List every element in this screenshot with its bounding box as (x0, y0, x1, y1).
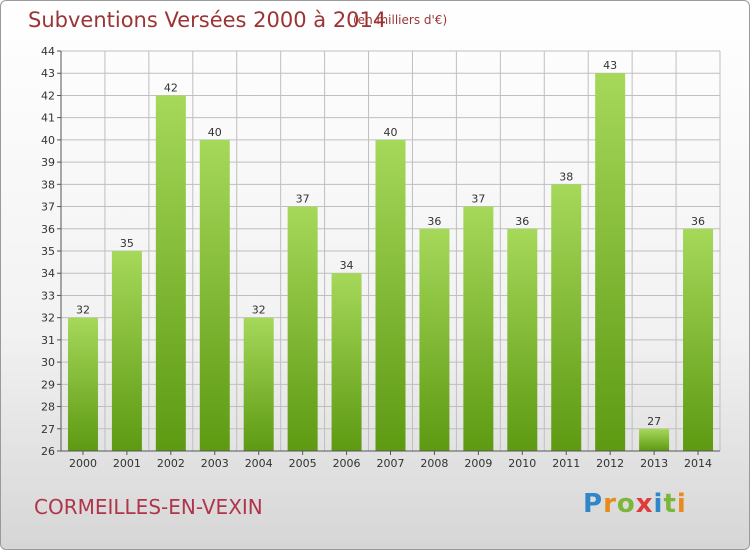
y-tick-label: 43 (41, 67, 55, 80)
bar-2012 (595, 73, 626, 451)
bar-2004 (243, 317, 274, 451)
x-tick-label-2008: 2008 (420, 457, 448, 470)
y-tick-label: 32 (41, 312, 55, 325)
x-tick-label-2012: 2012 (596, 457, 624, 470)
data-label-2000: 32 (76, 304, 90, 317)
y-tick-label: 44 (41, 45, 55, 58)
y-tick-label: 36 (41, 223, 55, 236)
bar-2001 (111, 251, 142, 451)
y-tick-label: 42 (41, 89, 55, 102)
axes: 26 27 28 29 30 31 32 33 34 35 36 37 38 39 40 41 42 43 44 20… (41, 45, 720, 470)
x-tick-label-2001: 2001 (113, 457, 141, 470)
data-label-2011: 38 (559, 170, 573, 183)
x-tick-label-2000: 2000 (69, 457, 97, 470)
y-tick-label: 28 (41, 401, 55, 414)
bar-2014 (683, 228, 714, 451)
x-tick-label-2014: 2014 (684, 457, 712, 470)
y-tick-label: 35 (41, 245, 55, 258)
y-tick-label: 34 (41, 267, 55, 280)
city-name: CORMEILLES-EN-VEXIN (34, 495, 263, 519)
x-tick-label-2002: 2002 (157, 457, 185, 470)
y-tick-label: 31 (41, 334, 55, 347)
bar-2006 (331, 273, 362, 451)
x-tick-label-2009: 2009 (464, 457, 492, 470)
x-tick-label-2006: 2006 (333, 457, 361, 470)
data-labels: 32 35 42 40 32 37 34 40 36 37 36 38 43 27 36 (76, 59, 705, 428)
data-label-2014: 36 (691, 215, 705, 228)
y-tick-label: 26 (41, 445, 55, 458)
y-tick-label: 39 (41, 156, 55, 169)
proxiti-logo: Proxiti (583, 489, 687, 519)
bar-2000 (67, 317, 98, 451)
y-tick-label: 38 (41, 178, 55, 191)
data-label-2012: 43 (603, 59, 617, 72)
x-tick-label-2011: 2011 (552, 457, 580, 470)
data-label-2001: 35 (120, 237, 134, 250)
bar-2013 (639, 428, 670, 451)
y-tick-label: 27 (41, 423, 55, 436)
x-tick-label-2003: 2003 (201, 457, 229, 470)
data-label-2009: 37 (471, 193, 485, 206)
chart-unit: (en milliers d'€) (353, 13, 448, 27)
data-label-2006: 34 (340, 259, 354, 272)
data-label-2002: 42 (164, 81, 178, 94)
bar-2007 (375, 139, 406, 451)
y-tick-label: 37 (41, 201, 55, 214)
bar-2009 (463, 206, 494, 451)
data-label-2007: 40 (384, 126, 398, 139)
x-tick-label-2010: 2010 (508, 457, 536, 470)
y-tick-label: 41 (41, 112, 55, 125)
data-label-2010: 36 (515, 215, 529, 228)
y-tick-label: 30 (41, 356, 55, 369)
bar-2008 (419, 228, 450, 451)
y-tick-label: 29 (41, 378, 55, 391)
data-label-2008: 36 (427, 215, 441, 228)
bar-2010 (507, 228, 538, 451)
data-label-2003: 40 (208, 126, 222, 139)
data-label-2005: 37 (296, 193, 310, 206)
x-tick-label-2005: 2005 (289, 457, 317, 470)
bars (67, 73, 714, 452)
x-tick-label-2013: 2013 (640, 457, 668, 470)
chart-title: Subventions Versées 2000 à 2014 (28, 8, 387, 32)
bar-2005 (287, 206, 318, 451)
x-tick-label-2007: 2007 (377, 457, 405, 470)
bar-2002 (155, 95, 186, 451)
x-tick-label-2004: 2004 (245, 457, 273, 470)
y-tick-label: 33 (41, 289, 55, 302)
bar-2011 (551, 184, 582, 452)
bar-2003 (199, 139, 230, 451)
y-tick-label: 40 (41, 134, 55, 147)
data-label-2013: 27 (647, 415, 661, 428)
data-label-2004: 32 (252, 304, 266, 317)
